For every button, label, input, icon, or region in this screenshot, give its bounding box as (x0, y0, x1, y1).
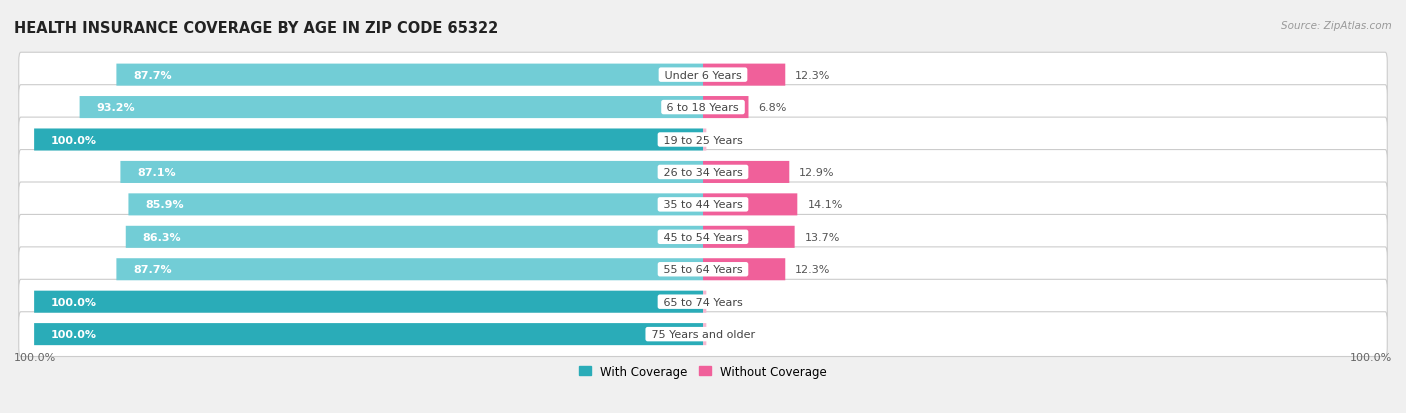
Text: 35 to 44 Years: 35 to 44 Years (659, 200, 747, 210)
FancyBboxPatch shape (125, 226, 703, 248)
Text: 87.7%: 87.7% (134, 265, 172, 275)
FancyBboxPatch shape (18, 150, 1388, 195)
Text: 85.9%: 85.9% (145, 200, 184, 210)
Text: 12.9%: 12.9% (800, 168, 835, 178)
Text: 19 to 25 Years: 19 to 25 Years (659, 135, 747, 145)
Text: 6 to 18 Years: 6 to 18 Years (664, 103, 742, 113)
FancyBboxPatch shape (18, 85, 1388, 130)
FancyBboxPatch shape (117, 259, 703, 280)
Text: Under 6 Years: Under 6 Years (661, 71, 745, 81)
FancyBboxPatch shape (703, 129, 706, 151)
Text: 87.7%: 87.7% (134, 71, 172, 81)
Text: 26 to 34 Years: 26 to 34 Years (659, 168, 747, 178)
FancyBboxPatch shape (703, 64, 786, 86)
FancyBboxPatch shape (18, 215, 1388, 259)
Text: 100.0%: 100.0% (51, 329, 97, 339)
FancyBboxPatch shape (703, 161, 789, 183)
FancyBboxPatch shape (34, 323, 703, 345)
FancyBboxPatch shape (121, 161, 703, 183)
Text: 12.3%: 12.3% (796, 71, 831, 81)
Text: 86.3%: 86.3% (142, 232, 181, 242)
Text: 75 Years and older: 75 Years and older (648, 329, 758, 339)
Text: 13.7%: 13.7% (804, 232, 839, 242)
FancyBboxPatch shape (703, 97, 748, 119)
Text: Source: ZipAtlas.com: Source: ZipAtlas.com (1281, 21, 1392, 31)
FancyBboxPatch shape (703, 194, 797, 216)
Text: 14.1%: 14.1% (807, 200, 842, 210)
Legend: With Coverage, Without Coverage: With Coverage, Without Coverage (574, 360, 832, 383)
Text: 45 to 54 Years: 45 to 54 Years (659, 232, 747, 242)
Text: 93.2%: 93.2% (97, 103, 135, 113)
Text: 55 to 64 Years: 55 to 64 Years (659, 265, 747, 275)
FancyBboxPatch shape (18, 280, 1388, 324)
Text: 0.0%: 0.0% (717, 329, 745, 339)
Text: 12.3%: 12.3% (796, 265, 831, 275)
FancyBboxPatch shape (80, 97, 703, 119)
Text: 100.0%: 100.0% (14, 352, 56, 362)
FancyBboxPatch shape (703, 291, 706, 313)
FancyBboxPatch shape (117, 64, 703, 86)
FancyBboxPatch shape (703, 226, 794, 248)
FancyBboxPatch shape (18, 183, 1388, 227)
Text: 65 to 74 Years: 65 to 74 Years (659, 297, 747, 307)
FancyBboxPatch shape (18, 247, 1388, 292)
Text: 0.0%: 0.0% (717, 135, 745, 145)
Text: 87.1%: 87.1% (138, 168, 176, 178)
FancyBboxPatch shape (128, 194, 703, 216)
Text: 100.0%: 100.0% (1350, 352, 1392, 362)
FancyBboxPatch shape (34, 291, 703, 313)
Text: 100.0%: 100.0% (51, 297, 97, 307)
FancyBboxPatch shape (18, 53, 1388, 98)
FancyBboxPatch shape (703, 259, 786, 280)
Text: HEALTH INSURANCE COVERAGE BY AGE IN ZIP CODE 65322: HEALTH INSURANCE COVERAGE BY AGE IN ZIP … (14, 21, 498, 36)
FancyBboxPatch shape (18, 118, 1388, 162)
Text: 100.0%: 100.0% (51, 135, 97, 145)
Text: 0.0%: 0.0% (717, 297, 745, 307)
FancyBboxPatch shape (34, 129, 703, 151)
FancyBboxPatch shape (703, 323, 706, 345)
FancyBboxPatch shape (18, 312, 1388, 357)
Text: 6.8%: 6.8% (758, 103, 787, 113)
